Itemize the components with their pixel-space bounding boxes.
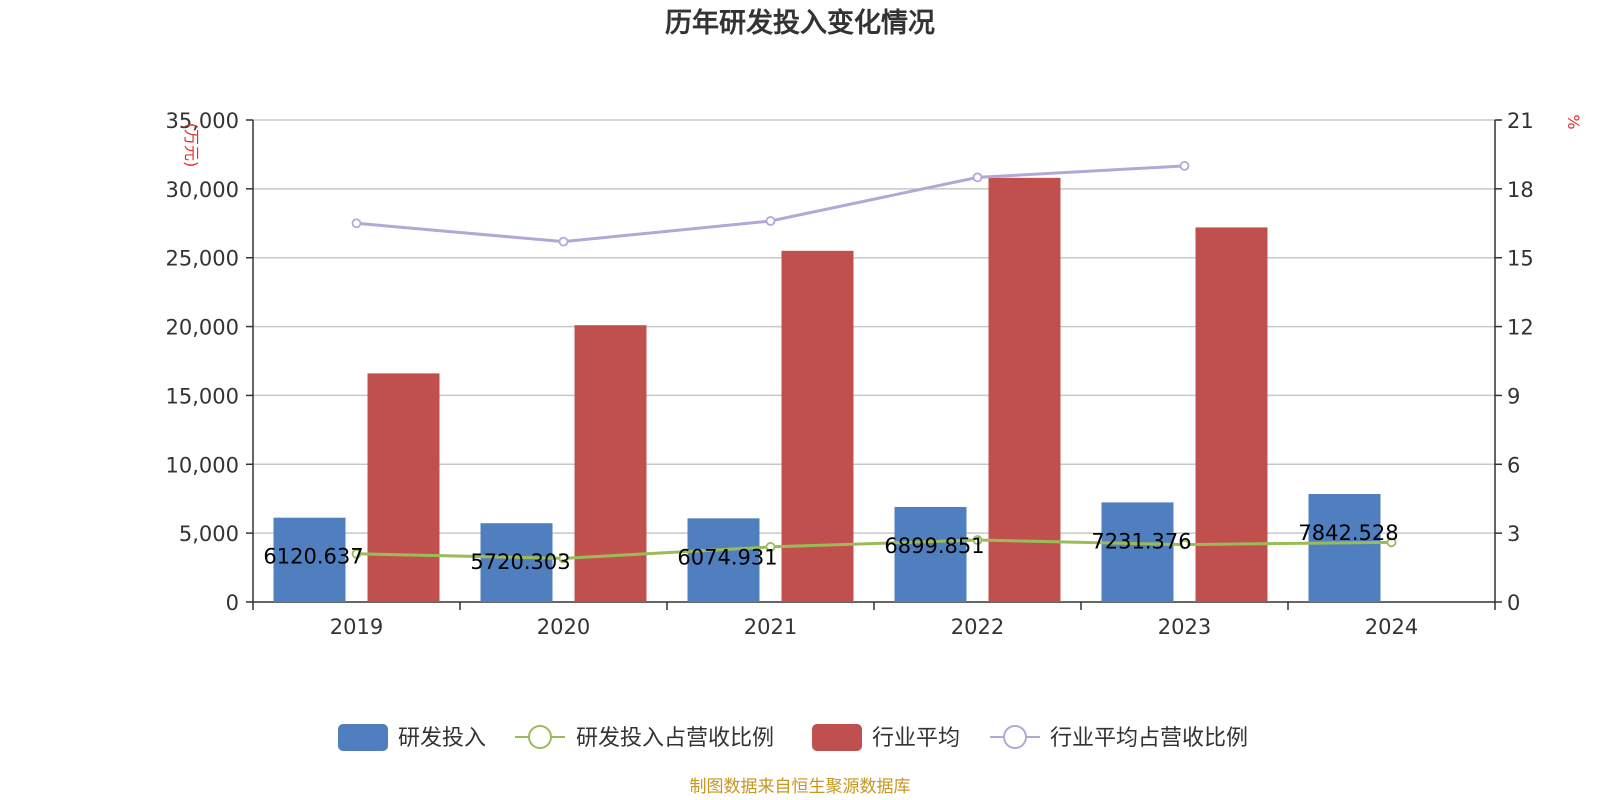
line-point xyxy=(351,218,362,229)
right-tick-label: 15 xyxy=(1507,247,1534,271)
legend-label: 研发投入 xyxy=(398,726,486,751)
left-tick-label: 25,000 xyxy=(166,247,239,271)
axes: 0 5,000 10,000 15,000 20,000 25,000 30,000 35,0… xyxy=(166,109,1534,639)
x-tick-label: 2023 xyxy=(1158,615,1211,639)
legend: 研发投入 研发投入占营收比例 行业平均 行业平均占营收比例 xyxy=(338,724,1248,751)
series-line xyxy=(356,538,1392,560)
bar xyxy=(1101,502,1174,602)
bar xyxy=(687,518,760,602)
bar xyxy=(1308,493,1381,602)
left-tick-label: 0 xyxy=(226,591,239,615)
line-point xyxy=(558,236,569,247)
right-tick-label: 6 xyxy=(1507,453,1520,477)
line-point xyxy=(972,172,983,183)
legend-swatch-marker xyxy=(1003,725,1027,749)
line-point xyxy=(1179,539,1190,550)
source-note: 制图数据来自恒生聚源数据库 xyxy=(690,777,911,797)
bar xyxy=(988,177,1061,602)
x-tick-label: 2024 xyxy=(1365,615,1418,639)
right-tick-label: 9 xyxy=(1507,384,1520,408)
line-point xyxy=(765,216,776,226)
bar xyxy=(894,506,967,602)
data-labels: 6120.637 5720.303 6074.931 6899.851 7231.376… xyxy=(263,521,1398,574)
right-tick-label: 0 xyxy=(1507,591,1520,615)
right-tick-label: 3 xyxy=(1507,522,1520,546)
x-tick-label: 2019 xyxy=(330,615,383,639)
bar xyxy=(273,517,346,602)
legend-swatch-marker xyxy=(528,725,552,749)
right-tick-label: 18 xyxy=(1507,178,1534,202)
bar xyxy=(367,373,440,602)
x-tick-label: 2021 xyxy=(744,615,797,639)
left-tick-label: 20,000 xyxy=(166,316,239,340)
legend-swatch xyxy=(812,724,862,751)
legend-label: 行业平均 xyxy=(872,726,960,751)
bar xyxy=(781,250,854,603)
line-point xyxy=(765,542,776,552)
bar-data-label: 7842.528 xyxy=(1298,521,1398,545)
line-point xyxy=(1386,537,1397,548)
right-axis-unit: % xyxy=(1564,114,1583,129)
bar xyxy=(574,325,647,602)
right-tick-label: 21 xyxy=(1507,109,1534,133)
left-tick-label: 5,000 xyxy=(179,522,239,546)
bars xyxy=(273,177,1381,603)
legend-label: 行业平均占营收比例 xyxy=(1050,726,1248,751)
line-point xyxy=(351,548,362,559)
bar xyxy=(1195,227,1268,602)
left-axis-unit: (万元) xyxy=(182,123,201,168)
bar-data-label: 5720.303 xyxy=(470,550,570,574)
line-point xyxy=(558,553,569,564)
bar-data-label: 6899.851 xyxy=(884,534,984,558)
chart-title: 历年研发投入变化情况 xyxy=(665,7,935,39)
line-point xyxy=(972,535,983,545)
right-tick-label: 12 xyxy=(1507,316,1534,340)
grid xyxy=(253,119,1495,534)
bar-data-label: 6074.931 xyxy=(677,545,777,569)
x-tick-label: 2022 xyxy=(951,615,1004,639)
x-tick-label: 2020 xyxy=(537,615,590,639)
lines xyxy=(351,161,1397,564)
bar-data-label: 7231.376 xyxy=(1091,529,1191,553)
left-tick-label: 30,000 xyxy=(166,178,239,202)
bar xyxy=(480,523,553,602)
left-tick-label: 10,000 xyxy=(166,453,239,477)
line-point xyxy=(1179,161,1190,171)
left-tick-label: 15,000 xyxy=(166,384,239,408)
bar-data-label: 6120.637 xyxy=(263,545,363,569)
left-tick-label: 35,000 xyxy=(166,109,239,133)
legend-label: 研发投入占营收比例 xyxy=(576,726,774,751)
legend-swatch xyxy=(338,724,388,751)
